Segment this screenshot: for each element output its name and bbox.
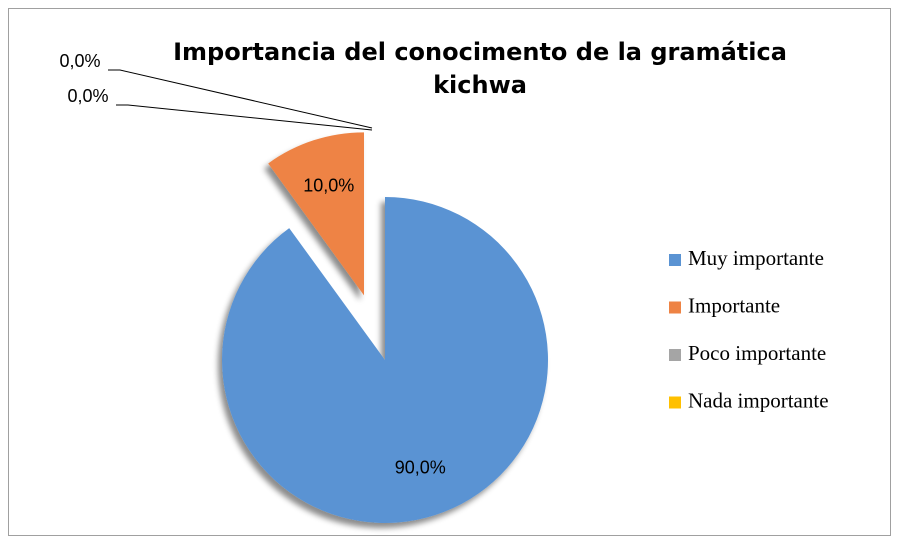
legend-swatch (669, 301, 681, 314)
legend-swatch (669, 349, 681, 361)
data-label: 10,0% (303, 176, 354, 196)
legend-label: Importante (688, 293, 780, 317)
data-label: 0,0% (67, 86, 108, 106)
legend-label: Muy importante (688, 246, 824, 270)
legend-swatch (669, 396, 681, 409)
pie (221, 132, 548, 523)
chart-title: Importancia del conocimento de la gramát… (173, 38, 787, 99)
legend-label: Poco importante (688, 341, 826, 365)
leader-line (108, 69, 373, 129)
data-label: 90,0% (395, 457, 446, 477)
legend-swatch (669, 254, 681, 266)
pie-slice (268, 132, 364, 296)
pie-slice (221, 197, 548, 523)
legend-label: Nada importante (688, 388, 829, 412)
leader-line (116, 104, 373, 131)
data-label: 0,0% (59, 51, 100, 71)
